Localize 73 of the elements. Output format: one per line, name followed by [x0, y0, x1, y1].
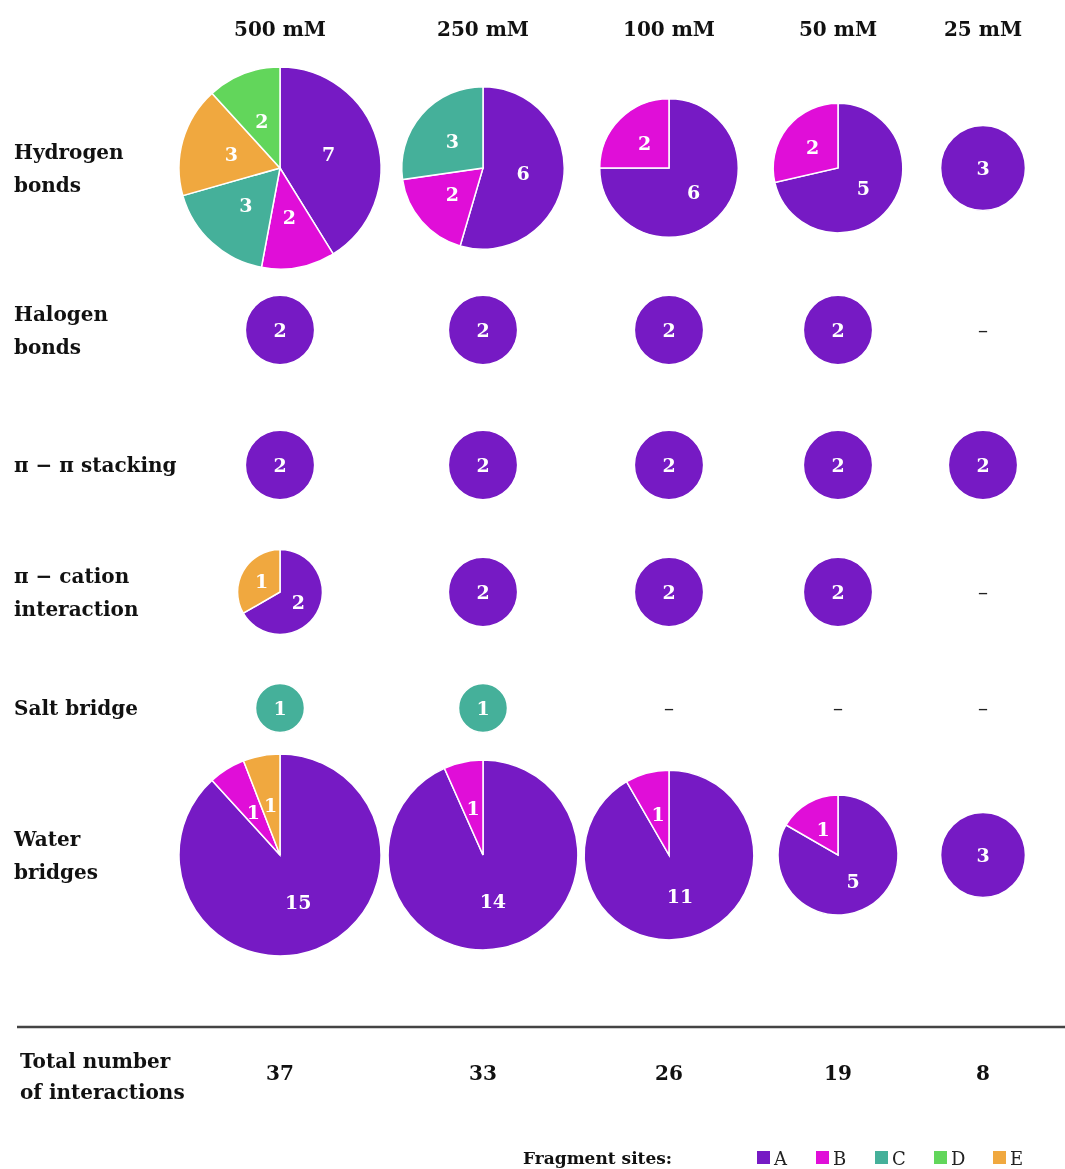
category-label: E: [1010, 1148, 1024, 1169]
pie-slice: [774, 102, 904, 234]
text: 37: [266, 1061, 294, 1085]
data-label: 2: [976, 453, 990, 476]
data-label: 2: [662, 318, 676, 341]
data-label: 1: [255, 570, 269, 593]
text: 26: [655, 1061, 683, 1085]
data-label: 3: [224, 142, 239, 165]
legend-title: Fragment sites:: [523, 1148, 673, 1168]
data-label: 2: [273, 453, 287, 476]
category-label: Water bridges: [14, 826, 99, 884]
pie-slice: [387, 759, 579, 951]
category-label: Salt bridge: [14, 696, 139, 720]
pie-slice: [598, 97, 739, 238]
data-label: 1: [264, 794, 278, 816]
text: 100 mM: [622, 17, 716, 41]
data-label: 1: [476, 696, 490, 719]
data-label: 2: [476, 453, 490, 476]
category-label: B: [833, 1148, 847, 1169]
data-label: 2: [662, 580, 676, 603]
pie-slice: [583, 769, 755, 941]
category-label: Hydrogen bonds: [14, 139, 124, 197]
category-label: C: [892, 1148, 906, 1169]
data-label: 1: [816, 817, 830, 840]
data-label: 2: [831, 580, 845, 603]
text: 50 mM: [798, 17, 878, 41]
data-label: 3: [445, 130, 459, 153]
data-label: 14: [479, 890, 507, 913]
data-label: 2: [282, 206, 296, 229]
data-label: 2: [445, 183, 459, 206]
data-label: 1: [466, 797, 480, 820]
data-label: 1: [273, 696, 287, 719]
data-label: 2: [476, 318, 490, 341]
data-label: 2: [273, 318, 287, 341]
data-label: 2: [255, 109, 269, 132]
data-label: 2: [831, 453, 845, 476]
data-label: 2: [662, 453, 676, 476]
category-label: π − π stacking: [14, 453, 177, 477]
data-label: 2: [831, 318, 845, 341]
category-label: D: [951, 1148, 966, 1169]
data-label: 7: [321, 142, 336, 165]
category-label: Halogen bonds: [14, 301, 109, 359]
data-label: 2: [806, 136, 820, 159]
text: –: [978, 696, 988, 720]
data-label: 1: [651, 802, 665, 825]
text: –: [978, 318, 988, 342]
text: 500 mM: [233, 17, 327, 41]
text: 25 mM: [943, 17, 1023, 41]
data-label: 3: [976, 843, 990, 866]
text: Total number of interactions: [20, 1048, 185, 1104]
pie-slice: [178, 753, 382, 957]
data-label: 11: [666, 884, 694, 907]
text: 8: [976, 1061, 990, 1085]
data-label: 1: [246, 800, 261, 823]
text: –: [664, 696, 674, 720]
data-label: 3: [239, 193, 253, 216]
category-label: π − cation interaction: [14, 563, 139, 621]
text: –: [978, 580, 988, 604]
text: –: [833, 696, 843, 720]
pie-slice: [777, 794, 899, 916]
data-label: 5: [846, 869, 860, 892]
data-label: 15: [285, 890, 312, 913]
data-label: 6: [516, 162, 530, 185]
text: 19: [824, 1061, 852, 1085]
data-label: 5: [856, 176, 870, 199]
data-label: 3: [976, 156, 990, 179]
text: 250 mM: [436, 17, 530, 41]
data-label: 2: [291, 591, 305, 614]
data-label: 6: [686, 181, 701, 204]
data-label: 2: [476, 580, 490, 603]
text: 33: [469, 1061, 497, 1085]
data-label: 2: [637, 132, 652, 155]
category-label: A: [773, 1148, 788, 1169]
